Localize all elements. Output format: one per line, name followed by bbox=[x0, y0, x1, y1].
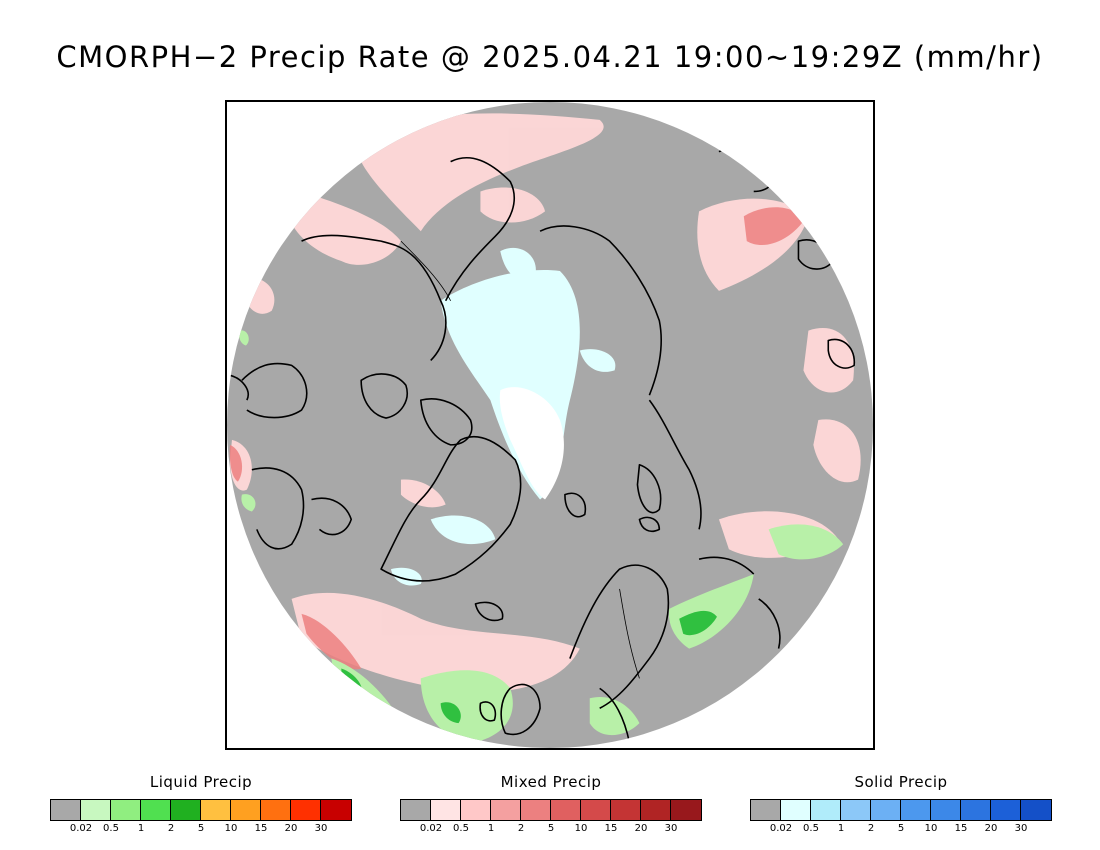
map-title: CMORPH−2 Precip Rate @ 2025.04.21 19:00∼… bbox=[56, 40, 1044, 74]
legend-swatch bbox=[291, 800, 321, 820]
legend-swatch bbox=[491, 800, 521, 820]
mixed-precip-areas bbox=[229, 113, 861, 692]
legend-colorbar bbox=[400, 799, 702, 821]
legend-swatch bbox=[51, 800, 81, 820]
legend-colorbar bbox=[750, 799, 1052, 821]
country-borders bbox=[400, 240, 640, 679]
legend-tick-label: 0.02 bbox=[419, 823, 443, 834]
legend-tick-label: 5 bbox=[547, 823, 555, 834]
legend-tick-label: 0.02 bbox=[769, 823, 793, 834]
legend-swatch bbox=[1021, 800, 1051, 820]
legend-swatch bbox=[141, 800, 171, 820]
legend-swatch bbox=[581, 800, 611, 820]
legend-tick-label: 15 bbox=[954, 823, 968, 834]
legend-swatch bbox=[261, 800, 291, 820]
legend-tick-label: 0.5 bbox=[803, 823, 819, 834]
legend-title-mixed: Mixed Precip bbox=[500, 773, 602, 791]
legend-tick-label: 10 bbox=[574, 823, 588, 834]
legend-title-solid: Solid Precip bbox=[854, 773, 948, 791]
legend-swatch bbox=[641, 800, 671, 820]
legend-solid: Solid Precip 0.02 0.5 1 2 5 10 15 20 30 bbox=[750, 772, 1052, 839]
legend-tick-label: 20 bbox=[984, 823, 998, 834]
legend-swatch bbox=[751, 800, 781, 820]
pole-snow-area bbox=[499, 387, 564, 500]
legend-tick-label: 15 bbox=[254, 823, 268, 834]
legend-tick-label: 1 bbox=[137, 823, 145, 834]
legend-swatch bbox=[551, 800, 581, 820]
legend-swatch bbox=[201, 800, 231, 820]
legend-swatch bbox=[931, 800, 961, 820]
legend-swatch bbox=[521, 800, 551, 820]
legend-swatch bbox=[431, 800, 461, 820]
legend-tick-label: 1 bbox=[487, 823, 495, 834]
legend-tick-label: 2 bbox=[867, 823, 875, 834]
legend-tick-label: 20 bbox=[284, 823, 298, 834]
legend-tick-label: 30 bbox=[664, 823, 678, 834]
legend-swatch bbox=[81, 800, 111, 820]
legend-swatch bbox=[171, 800, 201, 820]
legend-swatch bbox=[781, 800, 811, 820]
legend-tick-label: 2 bbox=[517, 823, 525, 834]
legend-tick-label: 1 bbox=[837, 823, 845, 834]
legend-swatch bbox=[871, 800, 901, 820]
polar-precip-map bbox=[225, 100, 875, 750]
legend-tick-label: 20 bbox=[634, 823, 648, 834]
legend-colorbar bbox=[50, 799, 352, 821]
legend-swatch bbox=[671, 800, 701, 820]
legend-tick-label: 0.5 bbox=[453, 823, 469, 834]
legend-swatch bbox=[321, 800, 351, 820]
legend-swatch bbox=[841, 800, 871, 820]
legend-tick-label: 30 bbox=[1014, 823, 1028, 834]
legend-tick-label: 30 bbox=[314, 823, 328, 834]
legend-swatch bbox=[401, 800, 431, 820]
legend-tick-label: 10 bbox=[924, 823, 938, 834]
legend-swatch bbox=[991, 800, 1021, 820]
legend-ticks: 0.02 0.5 1 2 5 10 15 20 30 bbox=[400, 823, 702, 839]
legend-tick-label: 15 bbox=[604, 823, 618, 834]
legend-tick-label: 5 bbox=[897, 823, 905, 834]
legend-tick-label: 0.02 bbox=[69, 823, 93, 834]
legend-tick-label: 0.5 bbox=[103, 823, 119, 834]
legend-swatch bbox=[111, 800, 141, 820]
legend-tick-label: 5 bbox=[197, 823, 205, 834]
legend-ticks: 0.02 0.5 1 2 5 10 15 20 30 bbox=[750, 823, 1052, 839]
legend-swatch bbox=[961, 800, 991, 820]
coastlines bbox=[229, 147, 855, 744]
legend-swatch bbox=[901, 800, 931, 820]
legend-tick-label: 2 bbox=[167, 823, 175, 834]
legend-title-liquid: Liquid Precip bbox=[149, 773, 253, 791]
legend-ticks: 0.02 0.5 1 2 5 10 15 20 30 bbox=[50, 823, 352, 839]
legend-swatch bbox=[611, 800, 641, 820]
legend-swatch bbox=[811, 800, 841, 820]
legend-liquid: Liquid Precip 0.02 0.5 1 2 5 10 15 20 30 bbox=[50, 772, 352, 839]
legend-mixed: Mixed Precip 0.02 0.5 1 2 5 10 15 20 30 bbox=[400, 772, 702, 839]
mixed-precip-heavy bbox=[229, 207, 804, 670]
legend-swatch bbox=[231, 800, 261, 820]
legend-tick-label: 10 bbox=[224, 823, 238, 834]
legend-swatch bbox=[461, 800, 491, 820]
